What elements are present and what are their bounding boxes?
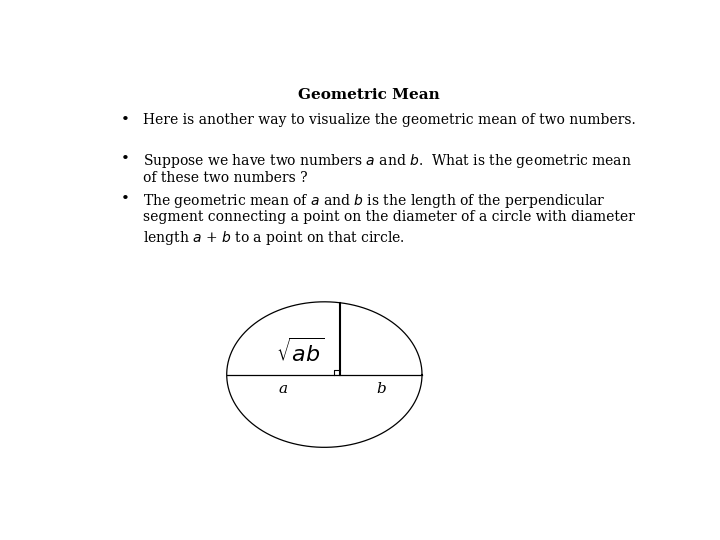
Text: of these two numbers ?: of these two numbers ?: [143, 171, 307, 185]
Text: •: •: [121, 152, 130, 166]
Text: b: b: [376, 382, 386, 396]
Text: length $a$ + $b$ to a point on that circle.: length $a$ + $b$ to a point on that circ…: [143, 229, 405, 247]
Text: a: a: [279, 382, 288, 396]
Text: Here is another way to visualize the geometric mean of two numbers.: Here is another way to visualize the geo…: [143, 113, 636, 126]
Text: The geometric mean of $a$ and $b$ is the length of the perpendicular: The geometric mean of $a$ and $b$ is the…: [143, 192, 606, 210]
Text: Suppose we have two numbers $a$ and $b$.  What is the geometric mean: Suppose we have two numbers $a$ and $b$.…: [143, 152, 632, 170]
Text: •: •: [121, 192, 130, 206]
Text: Geometric Mean: Geometric Mean: [298, 87, 440, 102]
Text: segment connecting a point on the diameter of a circle with diameter: segment connecting a point on the diamet…: [143, 210, 635, 224]
Text: $\sqrt{ab}$: $\sqrt{ab}$: [276, 338, 324, 366]
Text: •: •: [121, 113, 130, 126]
